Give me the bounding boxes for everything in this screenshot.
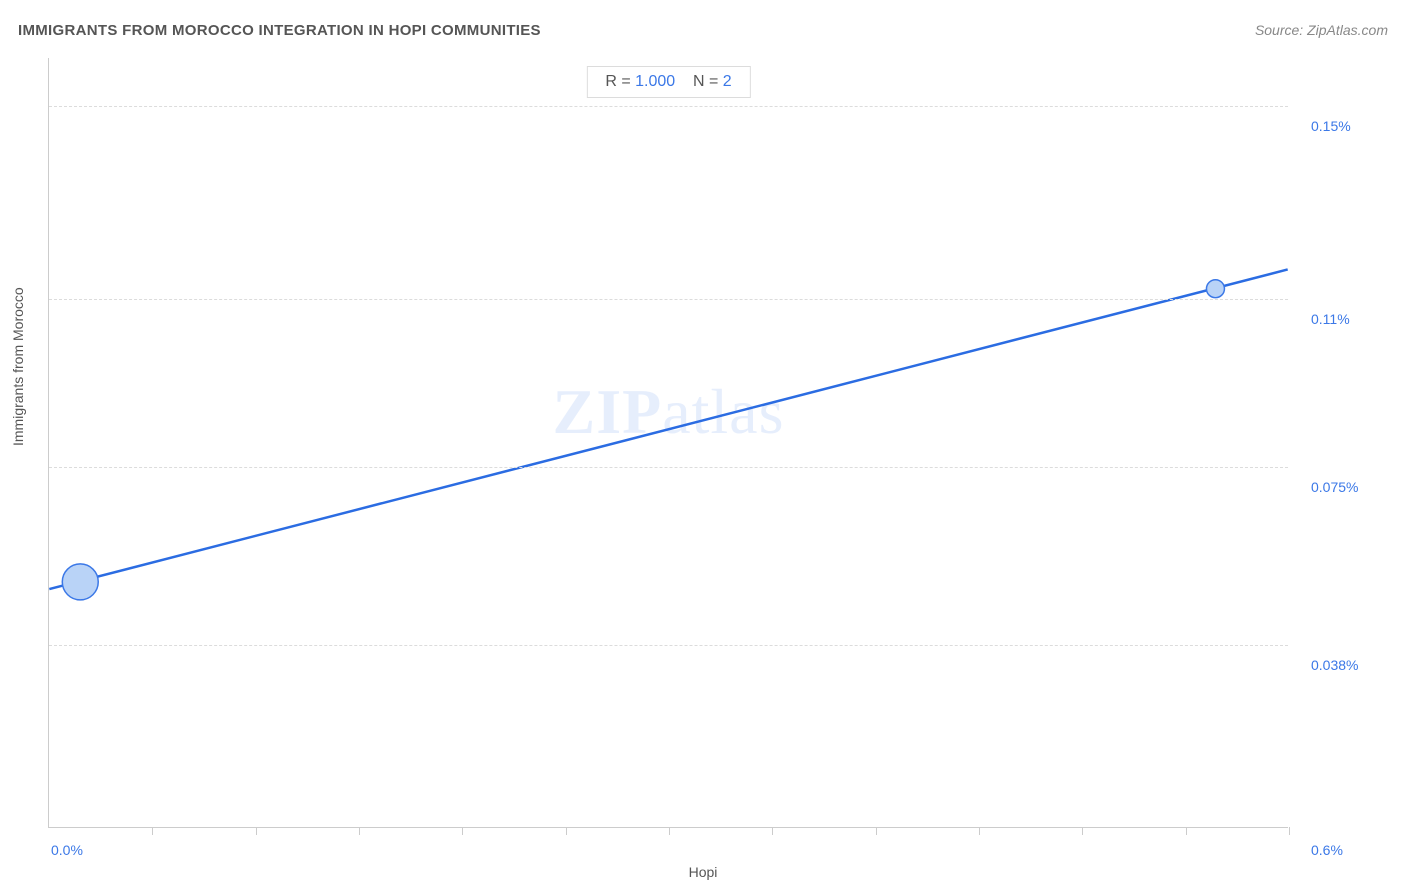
x-tick <box>359 827 360 835</box>
x-tick <box>1186 827 1187 835</box>
y-tick-label: 0.038% <box>1311 657 1358 673</box>
chart-title: IMMIGRANTS FROM MOROCCO INTEGRATION IN H… <box>18 22 541 39</box>
plot-svg <box>49 58 1288 827</box>
gridline <box>49 645 1288 646</box>
x-axis-label: Hopi <box>689 864 718 880</box>
chart-header: IMMIGRANTS FROM MOROCCO INTEGRATION IN H… <box>18 22 1388 46</box>
x-end-label: 0.6% <box>1311 842 1343 858</box>
x-start-label: 0.0% <box>51 842 83 858</box>
gridline <box>49 467 1288 468</box>
x-tick <box>876 827 877 835</box>
y-tick-label: 0.15% <box>1311 118 1351 134</box>
trend-line <box>49 269 1287 589</box>
x-tick <box>669 827 670 835</box>
plot-area: R = 1.000 N = 2 ZIPatlas 0.038%0.075%0.1… <box>48 58 1288 828</box>
x-tick <box>256 827 257 835</box>
gridline <box>49 106 1288 107</box>
x-tick <box>1082 827 1083 835</box>
y-tick-label: 0.11% <box>1311 311 1350 327</box>
x-tick <box>566 827 567 835</box>
x-tick <box>152 827 153 835</box>
y-tick-label: 0.075% <box>1311 479 1358 495</box>
x-tick <box>979 827 980 835</box>
source-label: Source: ZipAtlas.com <box>1255 22 1388 38</box>
x-tick <box>1289 827 1290 835</box>
x-tick <box>462 827 463 835</box>
data-point[interactable] <box>62 564 98 600</box>
x-tick <box>772 827 773 835</box>
gridline <box>49 299 1288 300</box>
data-point[interactable] <box>1206 280 1224 298</box>
y-axis-label: Immigrants from Morocco <box>10 287 26 446</box>
